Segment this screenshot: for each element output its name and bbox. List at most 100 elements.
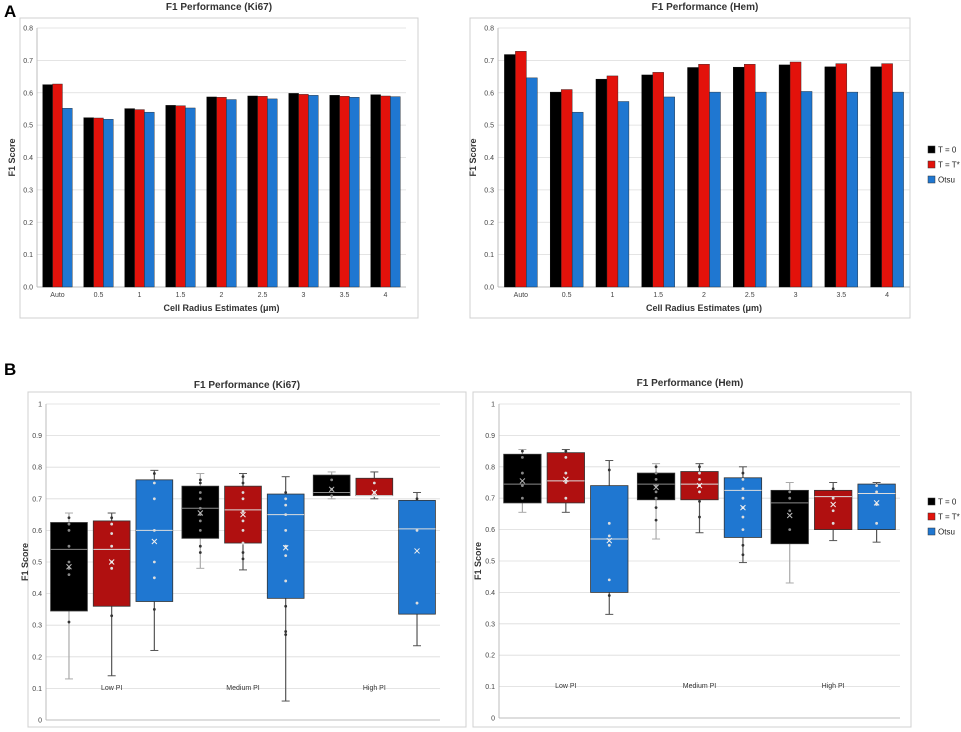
chart-title: F1 Performance (Hem) <box>652 2 759 13</box>
box-chart-3: 0 0.1 0.2 0.3 0.4 0.5 0.6 0.7 0.8 0.9 1 F1 Performa… <box>472 378 912 728</box>
bar <box>308 95 319 288</box>
mean-marker <box>197 510 204 516</box>
legend-swatch <box>927 512 936 521</box>
mean-marker <box>240 511 246 518</box>
data-point <box>67 573 71 577</box>
legend-swatch <box>927 145 936 154</box>
data-point <box>198 478 202 482</box>
legend-swatch <box>927 160 936 169</box>
data-point <box>198 481 202 485</box>
y-tick-label: 0 <box>38 718 42 725</box>
y-tick-label: 0.5 <box>484 123 494 130</box>
y-tick-label: 0.3 <box>485 621 495 628</box>
y-tick-label: 0.1 <box>23 252 33 259</box>
y-tick-label: 0.4 <box>484 155 494 162</box>
y-tick-label: 0.8 <box>484 26 494 33</box>
data-point <box>788 509 792 513</box>
y-tick-label: 0.0 <box>23 285 33 292</box>
data-point <box>67 620 71 624</box>
legend-label: Otsu <box>938 176 955 185</box>
x-axis-title: Cell Radius Estimates (μm) <box>646 303 762 313</box>
data-point <box>198 529 202 532</box>
bar <box>709 91 721 288</box>
bar <box>641 74 653 288</box>
data-point <box>67 516 71 520</box>
mean-marker <box>606 537 613 544</box>
x-tick-label: 4 <box>384 292 388 299</box>
bar <box>698 64 710 288</box>
x-tick-label: 2 <box>220 292 224 299</box>
y-tick-label: 0.6 <box>32 528 42 535</box>
data-point <box>415 601 419 605</box>
data-point <box>284 491 288 494</box>
data-point <box>520 449 524 453</box>
data-point <box>110 614 114 618</box>
bar <box>124 108 135 288</box>
bar <box>134 109 145 288</box>
data-point <box>241 510 245 513</box>
chart-title: F1 Performance (Ki67) <box>166 2 272 13</box>
x-tick-label: 1 <box>610 292 614 299</box>
y-axis-title: F1 Score <box>468 138 478 176</box>
data-point <box>415 529 419 532</box>
data-point <box>241 491 245 494</box>
bar <box>617 101 630 288</box>
data-point <box>284 630 288 633</box>
bar <box>257 96 268 288</box>
y-tick-label: 0.6 <box>23 90 33 97</box>
y-tick-label: 0.0 <box>484 285 494 292</box>
mean-marker <box>414 548 420 554</box>
data-point <box>241 519 245 523</box>
mean-marker <box>151 538 158 545</box>
data-point <box>698 465 701 469</box>
bar <box>390 96 401 288</box>
bar-chart-1: 0.0 0.1 0.2 0.3 0.4 0.5 0.6 0.7 0.8 F1 Performanc… <box>468 2 911 319</box>
bar <box>789 61 802 288</box>
group-label: High PI <box>363 685 386 692</box>
data-point <box>607 521 611 525</box>
group-label: Low PI <box>101 685 122 692</box>
data-point <box>198 506 202 510</box>
data-point <box>741 477 745 481</box>
data-point <box>875 521 879 525</box>
data-point <box>741 553 745 557</box>
y-tick-label: 0.8 <box>32 465 42 472</box>
mean-marker <box>66 563 72 570</box>
x-tick-label: 3.5 <box>340 292 350 299</box>
legend-a: T = 0 T = T* Otsu <box>927 145 960 185</box>
mean-marker <box>562 476 569 483</box>
data-point <box>520 484 524 488</box>
data-point <box>415 497 419 501</box>
chart-frame <box>472 391 912 728</box>
y-tick-label: 0.9 <box>485 433 495 440</box>
x-tick-label: 1.5 <box>176 292 186 299</box>
bar <box>560 89 573 288</box>
y-tick-label: 0.4 <box>23 155 33 162</box>
bar <box>870 66 882 288</box>
y-tick-label: 0.7 <box>485 496 495 503</box>
data-point <box>152 529 156 532</box>
bar <box>185 107 196 288</box>
data-point <box>654 490 658 494</box>
y-tick-label: 0.4 <box>32 591 42 598</box>
y-tick-label: 1 <box>38 402 42 409</box>
mean-marker <box>740 504 746 511</box>
data-point <box>698 471 701 475</box>
y-tick-label: 0.7 <box>484 58 494 65</box>
data-point <box>284 529 288 532</box>
y-tick-label: 0.9 <box>32 433 42 440</box>
bar <box>103 119 114 288</box>
y-tick-label: 0.3 <box>23 187 33 194</box>
data-point <box>241 481 245 485</box>
mean-marker <box>696 482 703 489</box>
bar <box>571 111 584 288</box>
data-point <box>152 576 156 580</box>
data-point <box>198 491 202 494</box>
bar <box>881 63 893 288</box>
y-tick-label: 0.7 <box>23 58 33 65</box>
data-point <box>831 521 835 525</box>
data-point <box>698 490 701 494</box>
y-tick-label: 0.1 <box>484 252 494 259</box>
bar <box>892 91 904 288</box>
